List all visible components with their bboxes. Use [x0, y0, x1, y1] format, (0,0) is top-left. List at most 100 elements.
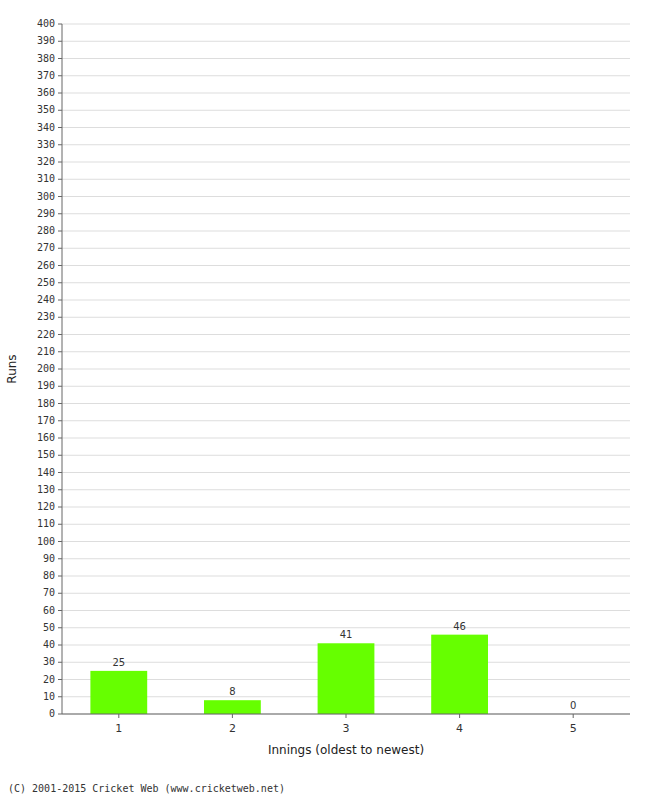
- y-tick: [58, 213, 62, 214]
- y-tick: [58, 334, 62, 335]
- y-tick-label: 110: [37, 518, 55, 529]
- grid-line: [62, 334, 630, 335]
- y-tick: [58, 162, 62, 163]
- y-tick: [58, 317, 62, 318]
- y-tick: [58, 24, 62, 25]
- y-tick-label: 290: [37, 208, 55, 219]
- y-tick-label: 240: [37, 294, 55, 305]
- y-tick-label: 70: [43, 587, 55, 598]
- y-tick: [58, 179, 62, 180]
- grid-line: [62, 265, 630, 266]
- y-tick-label: 220: [37, 329, 55, 340]
- y-tick: [58, 593, 62, 594]
- y-tick-label: 160: [37, 432, 55, 443]
- bar: [318, 643, 375, 714]
- chart: 0102030405060708090100110120130140150160…: [0, 0, 650, 800]
- grid-line: [62, 403, 630, 404]
- y-tick-label: 130: [37, 484, 55, 495]
- y-tick-label: 10: [43, 691, 55, 702]
- y-tick: [58, 489, 62, 490]
- y-tick: [58, 627, 62, 628]
- y-tick-label: 270: [37, 242, 55, 253]
- y-tick: [58, 438, 62, 439]
- x-tick-label: 1: [115, 722, 122, 735]
- grid-line: [62, 610, 630, 611]
- y-tick-label: 400: [37, 18, 55, 29]
- grid-line: [62, 317, 630, 318]
- y-tick-label: 30: [43, 656, 55, 667]
- grid-line: [62, 627, 630, 628]
- data-label: 8: [229, 686, 235, 697]
- y-tick: [58, 265, 62, 266]
- y-tick-label: 20: [43, 674, 55, 685]
- y-tick-label: 100: [37, 536, 55, 547]
- y-tick: [58, 41, 62, 42]
- y-tick-label: 60: [43, 605, 55, 616]
- y-tick: [58, 127, 62, 128]
- y-tick: [58, 696, 62, 697]
- grid-line: [62, 144, 630, 145]
- x-tick: [459, 714, 460, 718]
- y-tick: [58, 576, 62, 577]
- y-tick-label: 190: [37, 380, 55, 391]
- y-axis: 0102030405060708090100110120130140150160…: [37, 18, 630, 719]
- bar: [431, 635, 488, 714]
- x-tick-label: 2: [229, 722, 236, 735]
- grid-line: [62, 351, 630, 352]
- grid-line: [62, 576, 630, 577]
- y-tick: [58, 507, 62, 508]
- y-tick-label: 230: [37, 311, 55, 322]
- grid-line: [62, 524, 630, 525]
- grid-line: [62, 507, 630, 508]
- y-tick: [58, 231, 62, 232]
- y-tick-label: 200: [37, 363, 55, 374]
- y-tick: [58, 679, 62, 680]
- y-tick-label: 320: [37, 156, 55, 167]
- grid-line: [62, 558, 630, 559]
- grid-line: [62, 41, 630, 42]
- grid-line: [62, 213, 630, 214]
- y-tick: [58, 403, 62, 404]
- y-tick-label: 80: [43, 570, 55, 581]
- y-tick-label: 360: [37, 87, 55, 98]
- x-tick: [573, 714, 574, 718]
- y-tick-label: 380: [37, 53, 55, 64]
- grid-line: [62, 420, 630, 421]
- x-tick-label: 5: [570, 722, 577, 735]
- grid-line: [62, 248, 630, 249]
- y-tick-label: 370: [37, 70, 55, 81]
- footer-text: (C) 2001-2015 Cricket Web (www.cricketwe…: [8, 783, 285, 794]
- y-axis-line: [62, 24, 63, 714]
- y-tick-label: 340: [37, 122, 55, 133]
- y-tick-label: 250: [37, 277, 55, 288]
- y-tick-label: 350: [37, 104, 55, 115]
- y-tick-label: 310: [37, 173, 55, 184]
- y-tick: [58, 110, 62, 111]
- y-tick: [58, 58, 62, 59]
- y-tick: [58, 144, 62, 145]
- y-tick-label: 330: [37, 139, 55, 150]
- y-tick: [58, 662, 62, 663]
- grid-line: [62, 489, 630, 490]
- grid-line: [62, 127, 630, 128]
- y-tick: [58, 75, 62, 76]
- y-tick: [58, 472, 62, 473]
- y-tick: [58, 420, 62, 421]
- grid-line: [62, 386, 630, 387]
- data-label: 46: [453, 621, 466, 632]
- y-tick-label: 0: [49, 708, 55, 719]
- y-tick: [58, 645, 62, 646]
- y-tick-label: 300: [37, 191, 55, 202]
- bar: [204, 700, 261, 714]
- grid-line: [62, 300, 630, 301]
- grid-line: [62, 179, 630, 180]
- y-tick-label: 280: [37, 225, 55, 236]
- y-tick-label: 210: [37, 346, 55, 357]
- grid-line: [62, 162, 630, 163]
- x-tick-label: 3: [343, 722, 350, 735]
- grid-line: [62, 196, 630, 197]
- y-tick: [58, 351, 62, 352]
- grid-line: [62, 369, 630, 370]
- y-tick: [58, 714, 62, 715]
- data-label: 0: [570, 700, 576, 711]
